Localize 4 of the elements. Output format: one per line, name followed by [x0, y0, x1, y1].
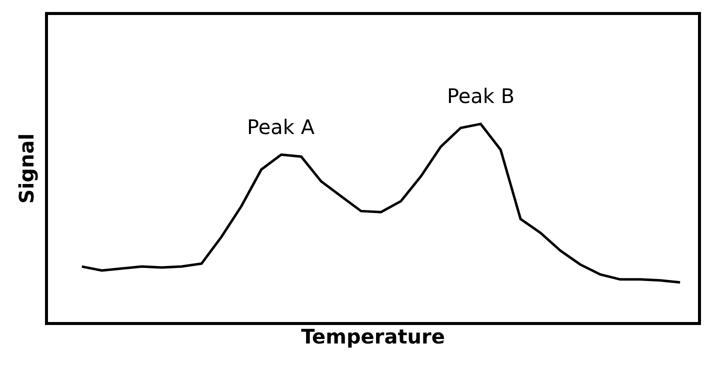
y-axis-title: Signal: [14, 133, 38, 204]
text: Peak B: [447, 84, 515, 108]
annotation: Peak A: [247, 115, 315, 139]
x-axis-title: Temperature: [301, 324, 445, 348]
